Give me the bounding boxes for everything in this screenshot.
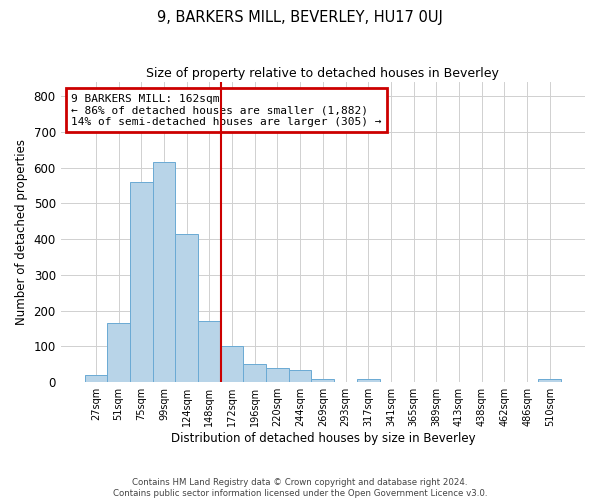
Bar	[85, 375, 107, 382]
Bar	[357, 378, 380, 382]
Title: Size of property relative to detached houses in Beverley: Size of property relative to detached ho…	[146, 68, 499, 80]
Text: 9, BARKERS MILL, BEVERLEY, HU17 0UJ: 9, BARKERS MILL, BEVERLEY, HU17 0UJ	[157, 10, 443, 25]
Bar	[266, 368, 289, 382]
Bar	[107, 323, 130, 382]
Text: Contains HM Land Registry data © Crown copyright and database right 2024.
Contai: Contains HM Land Registry data © Crown c…	[113, 478, 487, 498]
X-axis label: Distribution of detached houses by size in Beverley: Distribution of detached houses by size …	[170, 432, 475, 445]
Text: 9 BARKERS MILL: 162sqm
← 86% of detached houses are smaller (1,882)
14% of semi-: 9 BARKERS MILL: 162sqm ← 86% of detached…	[71, 94, 382, 127]
Bar	[289, 370, 311, 382]
Bar	[175, 234, 198, 382]
Bar	[538, 380, 561, 382]
Bar	[221, 346, 244, 382]
Bar	[152, 162, 175, 382]
Y-axis label: Number of detached properties: Number of detached properties	[15, 139, 28, 325]
Bar	[198, 322, 221, 382]
Bar	[244, 364, 266, 382]
Bar	[130, 182, 152, 382]
Bar	[311, 378, 334, 382]
